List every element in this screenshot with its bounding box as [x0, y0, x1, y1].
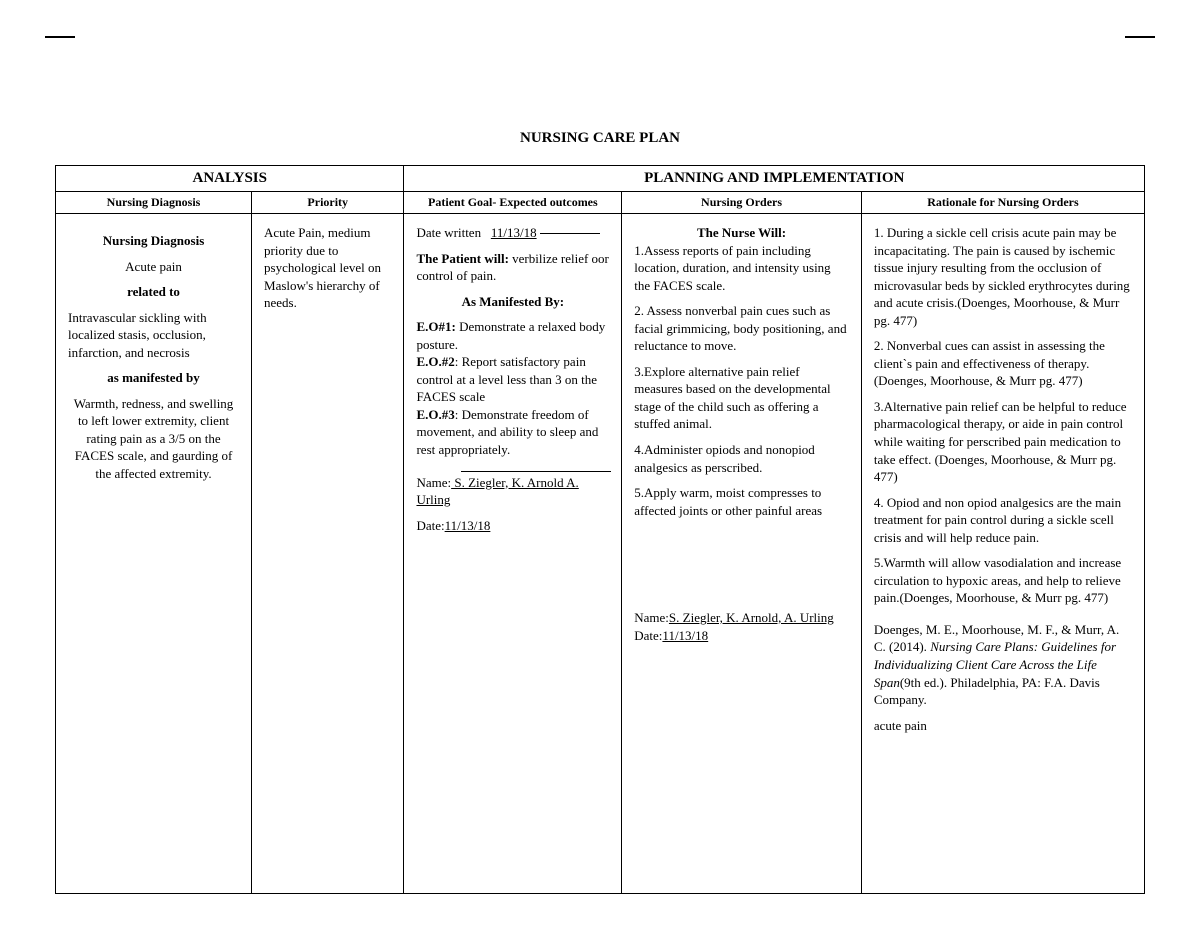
patient-will-line: The Patient will: verbilize relief oor c…: [416, 250, 609, 285]
crop-mark-left: [45, 36, 75, 38]
manifested-label: as manifested by: [68, 369, 239, 387]
diagnosis-condition: Acute pain: [68, 258, 239, 276]
diagnosis-cell: Nursing Diagnosis Acute pain related to …: [56, 214, 252, 894]
related-to-label: related to: [68, 283, 239, 301]
priority-cell: Acute Pain, medium priority due to psych…: [252, 214, 404, 894]
signature-line: [461, 471, 611, 472]
eo1-line: E.O#1: Demonstrate a relaxed body postur…: [416, 318, 609, 353]
orders-name-line: Name:S. Ziegler, K. Arnold, A. Urling: [634, 609, 849, 627]
manifested-text: Warmth, redness, and swelling to left lo…: [68, 395, 239, 483]
date-written-value: 11/13/18: [491, 225, 537, 240]
rationale-5: 5.Warmth will allow vasodialation and in…: [874, 554, 1132, 607]
orders-date-label: Date:: [634, 628, 662, 643]
priority-text: Acute Pain, medium priority due to psych…: [264, 225, 381, 310]
rationale-cell: 1. During a sickle cell crisis acute pai…: [861, 214, 1144, 894]
eo3-label: E.O.#3: [416, 407, 454, 422]
rationale-3: 3.Alternative pain relief can be helpful…: [874, 398, 1132, 486]
document-page: NURSING CARE PLAN ANALYSIS PLANNING AND …: [0, 0, 1200, 914]
orders-name-value: S. Ziegler, K. Arnold, A. Urling: [669, 610, 834, 625]
planning-header: PLANNING AND IMPLEMENTATION: [404, 166, 1145, 192]
as-manifested-by: As Manifested By:: [416, 293, 609, 311]
rationale-1: 1. During a sickle cell crisis acute pai…: [874, 224, 1132, 329]
orders-date-value: 11/13/18: [662, 628, 708, 643]
name-label: Name:: [416, 475, 451, 490]
eo2-label: E.O.#2: [416, 354, 454, 369]
column-header-row: Nursing Diagnosis Priority Patient Goal-…: [56, 192, 1145, 214]
page-title: NURSING CARE PLAN: [55, 130, 1145, 147]
name-line: Name: S. Ziegler, K. Arnold A. Urling: [416, 474, 609, 509]
citation: Doenges, M. E., Moorhouse, M. F., & Murr…: [874, 621, 1132, 709]
col-diagnosis: Nursing Diagnosis: [56, 192, 252, 214]
eo2-line: E.O.#2: Report satisfactory pain control…: [416, 353, 609, 406]
date-written-line: Date written 11/13/18: [416, 224, 609, 242]
eo1-label: E.O#1:: [416, 319, 455, 334]
goal-cell: Date written 11/13/18 The Patient will: …: [404, 214, 622, 894]
order-5: 5.Apply warm, moist compresses to affect…: [634, 484, 849, 519]
care-plan-table: ANALYSIS PLANNING AND IMPLEMENTATION Nur…: [55, 165, 1145, 894]
col-priority: Priority: [252, 192, 404, 214]
col-goal: Patient Goal- Expected outcomes: [404, 192, 622, 214]
order-3: 3.Explore alternative pain relief measur…: [634, 363, 849, 433]
rationale-trail: acute pain: [874, 717, 1132, 735]
citation-suffix: (9th ed.). Philadelphia, PA: F.A. Davis …: [874, 675, 1100, 708]
date-written-label: Date written: [416, 225, 481, 240]
section-header-row: ANALYSIS PLANNING AND IMPLEMENTATION: [56, 166, 1145, 192]
patient-will-label: The Patient will:: [416, 251, 508, 266]
analysis-header: ANALYSIS: [56, 166, 404, 192]
orders-date-line: Date:11/13/18: [634, 627, 849, 645]
col-rationale: Rationale for Nursing Orders: [861, 192, 1144, 214]
orders-cell: The Nurse Will: 1.Assess reports of pain…: [622, 214, 862, 894]
content-row: Nursing Diagnosis Acute pain related to …: [56, 214, 1145, 894]
rationale-4: 4. Opiod and non opiod analgesics are th…: [874, 494, 1132, 547]
order-4: 4.Administer opiods and nonopiod analges…: [634, 441, 849, 476]
date-line: Date:11/13/18: [416, 517, 609, 535]
order-2: 2. Assess nonverbal pain cues such as fa…: [634, 302, 849, 355]
diagnosis-heading: Nursing Diagnosis: [68, 232, 239, 250]
col-orders: Nursing Orders: [622, 192, 862, 214]
date-written-underline: [540, 233, 600, 234]
orders-lead: The Nurse Will:: [634, 224, 849, 242]
date-value: 11/13/18: [445, 518, 491, 533]
eo3-line: E.O.#3: Demonstrate freedom of movement,…: [416, 406, 609, 459]
order-1: 1.Assess reports of pain including locat…: [634, 242, 849, 295]
related-to-text: Intravascular sickling with localized st…: [68, 309, 239, 362]
crop-mark-right: [1125, 36, 1155, 38]
rationale-2: 2. Nonverbal cues can assist in assessin…: [874, 337, 1132, 390]
as-manifested-label: As Manifested By:: [462, 294, 565, 309]
orders-name-label: Name:: [634, 610, 669, 625]
date-label: Date:: [416, 518, 444, 533]
